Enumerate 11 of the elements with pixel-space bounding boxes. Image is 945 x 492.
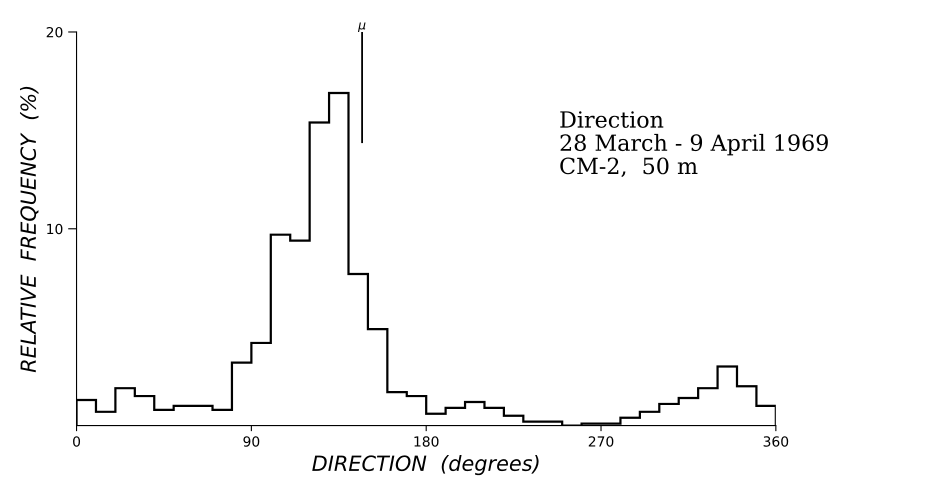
- x-tick-label: 0: [73, 436, 80, 447]
- x-tick-label: 360: [764, 436, 788, 447]
- annotation: Direction 28 March - 9 April 1969 CM-2, 50 m: [560, 111, 828, 178]
- x-tick-label: 180: [414, 436, 439, 447]
- y-axis-title: RELATIVE FREQUENCY (%): [20, 86, 39, 372]
- x-tick-label: 270: [588, 436, 614, 447]
- y-tick-label: 10: [47, 224, 62, 234]
- x-tick-label: 90: [243, 436, 260, 447]
- x-axis-title: DIRECTION (degrees): [312, 454, 539, 476]
- ref-line-label: μ: [358, 22, 366, 32]
- y-tick-label: 20: [46, 26, 62, 38]
